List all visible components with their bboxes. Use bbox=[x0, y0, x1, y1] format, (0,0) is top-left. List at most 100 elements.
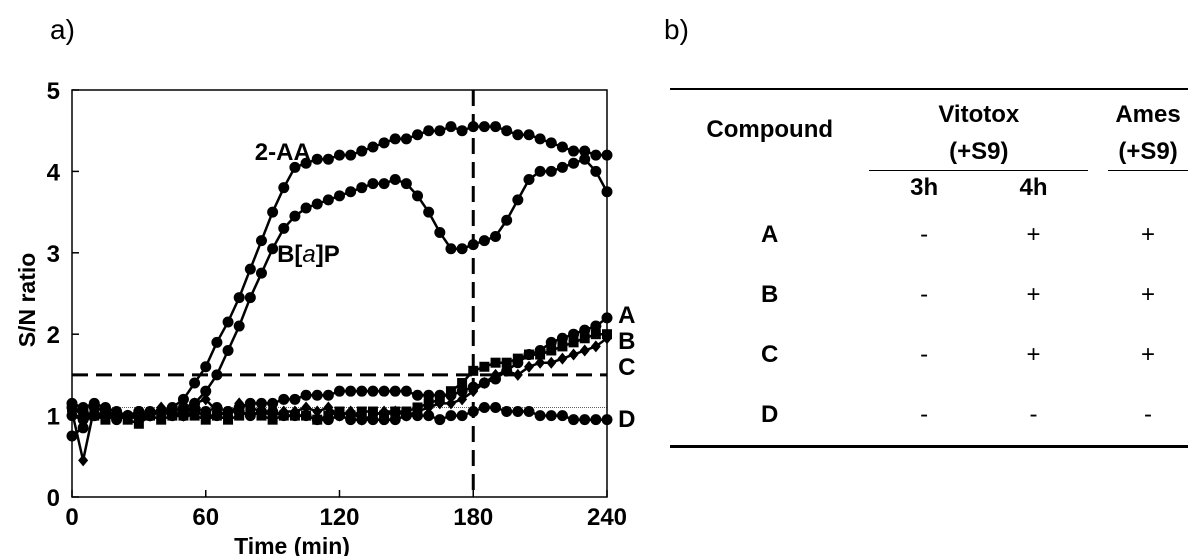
data-point-b-a-p bbox=[233, 320, 245, 332]
data-point-d bbox=[244, 410, 256, 422]
cell-ames: + bbox=[1141, 340, 1156, 368]
series-a bbox=[66, 312, 613, 442]
data-point-d bbox=[144, 410, 156, 422]
data-point-a bbox=[322, 389, 334, 401]
data-point-2-aa bbox=[255, 235, 267, 247]
x-tick-label: 240 bbox=[587, 504, 627, 531]
data-point-2-aa bbox=[200, 361, 212, 373]
data-point-c bbox=[568, 348, 579, 361]
x-tick-label: 120 bbox=[319, 504, 359, 531]
data-point-a bbox=[345, 385, 357, 397]
data-point-2-aa bbox=[300, 157, 312, 169]
data-point-a bbox=[278, 393, 290, 405]
data-point-a bbox=[412, 389, 424, 401]
data-point-b-a-p bbox=[590, 165, 602, 177]
data-point-2-aa bbox=[378, 137, 390, 149]
series-label-a: A bbox=[618, 302, 635, 329]
data-point-d bbox=[166, 410, 178, 422]
data-point-c bbox=[390, 405, 401, 418]
data-point-2-aa bbox=[367, 141, 379, 153]
data-point-b bbox=[512, 353, 523, 364]
data-point-d bbox=[423, 410, 435, 422]
data-point-a bbox=[601, 312, 613, 324]
data-point-c bbox=[602, 332, 612, 345]
data-point-a bbox=[579, 324, 591, 336]
data-point-d bbox=[334, 410, 345, 422]
data-point-c bbox=[590, 340, 601, 353]
x-tick-label: 60 bbox=[192, 504, 219, 531]
data-point-b-a-p bbox=[579, 153, 591, 165]
data-point-c bbox=[445, 397, 456, 410]
data-point-b-a-p bbox=[423, 206, 435, 218]
data-point-b bbox=[78, 410, 89, 421]
data-point-2-aa bbox=[322, 153, 334, 165]
data-point-b-a-p bbox=[278, 222, 290, 234]
header-blank bbox=[670, 171, 869, 205]
header-ames: Ames bbox=[1115, 101, 1181, 128]
data-point-b bbox=[535, 349, 546, 360]
data-point-b-a-p bbox=[434, 226, 446, 238]
result-table-panel: Compound Vitotox Ames (+S9) (+S9) 3h 4h … bbox=[670, 88, 1188, 448]
data-point-b-a-p bbox=[523, 174, 535, 186]
data-point-c bbox=[501, 364, 512, 377]
data-point-a bbox=[568, 328, 580, 340]
data-point-d bbox=[211, 410, 223, 422]
data-point-d bbox=[456, 410, 468, 422]
data-point-d bbox=[412, 410, 424, 422]
series-2-aa bbox=[66, 121, 613, 426]
data-point-b-a-p bbox=[378, 178, 390, 190]
cell-compound: D bbox=[761, 400, 779, 428]
series-b-a-p bbox=[66, 153, 613, 422]
data-point-b-a-p bbox=[356, 182, 368, 194]
data-point-c bbox=[457, 393, 468, 406]
cell-compound: B bbox=[761, 280, 779, 308]
data-point-b-a-p bbox=[334, 190, 345, 202]
data-point-d bbox=[66, 397, 78, 409]
cell-gap bbox=[1088, 385, 1108, 447]
cell-vitotox-4h: - bbox=[1029, 400, 1038, 428]
cell-gap bbox=[1088, 265, 1108, 325]
data-point-c bbox=[468, 385, 479, 398]
data-point-d bbox=[189, 406, 201, 418]
header-gap-2 bbox=[1088, 134, 1108, 171]
data-point-c bbox=[479, 377, 490, 390]
table-body: A - + + B - + + C - + + D - - - bbox=[670, 205, 1188, 447]
data-point-b bbox=[590, 329, 601, 340]
data-point-c bbox=[67, 405, 77, 418]
data-point-d bbox=[233, 406, 245, 418]
data-point-b bbox=[490, 357, 501, 368]
data-point-a bbox=[456, 385, 468, 397]
data-point-2-aa bbox=[311, 153, 323, 165]
data-point-d bbox=[445, 410, 457, 422]
data-point-2-aa bbox=[177, 393, 189, 405]
data-point-c bbox=[434, 397, 445, 410]
data-point-b-a-p bbox=[400, 178, 412, 190]
data-point-d bbox=[556, 410, 568, 422]
data-point-2-aa bbox=[523, 129, 535, 141]
data-point-2-aa bbox=[579, 145, 591, 157]
data-point-a bbox=[545, 336, 557, 348]
table-header-row: Compound Vitotox Ames bbox=[670, 89, 1188, 143]
data-point-d bbox=[579, 414, 591, 426]
data-point-b bbox=[156, 414, 167, 425]
cell-vitotox-4h: + bbox=[1026, 280, 1041, 308]
header-vitotox-s9: (+S9) bbox=[869, 134, 1089, 171]
y-axis-label: S/N ratio bbox=[14, 253, 40, 348]
data-point-b-a-p bbox=[512, 194, 524, 206]
header-ames-s9: (+S9) bbox=[1108, 134, 1188, 171]
data-point-b bbox=[546, 345, 557, 356]
data-point-a bbox=[289, 393, 301, 405]
header-ames-blank bbox=[1108, 171, 1188, 205]
y-tick-label: 3 bbox=[47, 241, 60, 268]
data-point-d bbox=[356, 414, 368, 426]
data-point-2-aa bbox=[601, 149, 613, 161]
data-point-c bbox=[323, 401, 334, 414]
x-tick-label: 180 bbox=[453, 504, 493, 531]
cell-gap bbox=[1088, 205, 1108, 265]
table-subheader-row: (+S9) (+S9) bbox=[670, 134, 1188, 171]
data-point-a bbox=[300, 389, 312, 401]
data-point-b-a-p bbox=[300, 202, 312, 214]
x-axis-label: Time (min) bbox=[234, 533, 350, 556]
data-point-2-aa bbox=[445, 121, 457, 133]
table-time-row: 3h 4h bbox=[670, 171, 1188, 205]
